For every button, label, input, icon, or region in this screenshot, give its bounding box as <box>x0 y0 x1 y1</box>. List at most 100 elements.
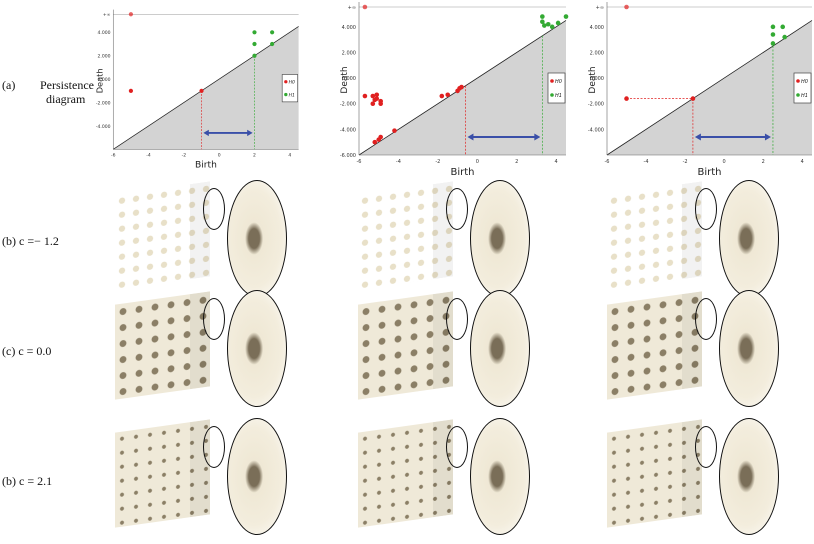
zoom-region-marker <box>695 298 717 340</box>
y-tick-label: 0.000 <box>590 76 604 82</box>
persistence-diagram-2: +∞ 4.000 2.000 0.000 -2.000 -4.000 -6.000-6 -4 -… <box>340 2 569 178</box>
y-tick-label: -4.000 <box>340 127 356 133</box>
h0-point <box>370 93 376 99</box>
legend-h1-label: H1 <box>289 92 295 98</box>
legend-h1-marker <box>284 92 288 97</box>
y-tick-label: -6.000 <box>340 153 356 159</box>
zoom-region-marker <box>203 426 225 468</box>
zoom-region-marker <box>203 298 225 340</box>
x-axis-label: Birth <box>450 167 474 178</box>
row-label-a-text: Persistence diagram <box>40 78 94 106</box>
lattice-cube <box>607 181 702 290</box>
zoom-detail-view <box>470 180 530 297</box>
y-tick-label: -2.000 <box>96 100 111 106</box>
x-tick-label: 0 <box>723 159 726 165</box>
y-tick-label: -4.000 <box>588 127 604 133</box>
h0-point <box>362 93 368 99</box>
y-tick-label: 4.000 <box>342 25 356 31</box>
lattice-cube <box>115 181 210 290</box>
zoom-detail-view <box>719 180 779 297</box>
y-tick-label: 2.000 <box>342 50 356 56</box>
x-tick-label: -2 <box>182 153 187 159</box>
lattice-cube <box>115 419 210 528</box>
structure-render <box>358 180 558 300</box>
zoom-detail-view <box>470 418 530 535</box>
y-tick-label: 0.000 <box>342 76 356 82</box>
h1-point <box>270 30 275 35</box>
x-tick-label: -6 <box>357 159 362 165</box>
y-tick-label: -2.000 <box>588 102 604 108</box>
zoom-detail-view <box>470 290 530 407</box>
x-tick-label: -2 <box>683 159 688 165</box>
h1-point <box>540 14 545 19</box>
structure-render <box>358 290 558 410</box>
h0-point <box>624 96 629 101</box>
h1-point <box>770 41 776 46</box>
h0-point <box>362 4 368 10</box>
structure-render <box>115 290 315 410</box>
zoom-region-marker <box>695 188 717 230</box>
x-tick-label: 0 <box>218 153 221 159</box>
tick-label-inf: +∞ <box>103 12 111 18</box>
x-axis-label: Birth <box>195 161 217 171</box>
zoom-region-marker <box>446 298 468 340</box>
zoom-detail-view <box>719 290 779 407</box>
tick-label-inf: +∞ <box>348 5 356 11</box>
h1-point <box>782 34 787 40</box>
arrow-heads <box>203 129 253 137</box>
zoom-detail-view <box>719 418 779 535</box>
x-tick-label: 4 <box>801 159 804 165</box>
structure-render <box>607 290 807 410</box>
lattice-cube <box>607 291 702 400</box>
x-tick-label: 4 <box>288 153 291 159</box>
structure-render <box>607 180 807 300</box>
h0-point <box>690 96 696 101</box>
zoom-detail-view <box>227 180 287 297</box>
row-label-b: (b) c =− 1.2 <box>2 234 59 248</box>
x-tick-label: -4 <box>396 159 401 165</box>
legend-h1-label: H1 <box>801 93 808 99</box>
h1-point <box>252 53 257 58</box>
tick-label-inf: +∞ <box>596 5 604 11</box>
h0-point <box>128 88 134 93</box>
label-text: Persistence <box>40 78 94 92</box>
x-tick-label: -6 <box>605 159 610 165</box>
h1-point <box>540 19 545 24</box>
structure-render <box>607 418 807 538</box>
x-tick-label: -4 <box>146 153 151 159</box>
zoom-region-marker <box>446 426 468 468</box>
zoom-region-marker <box>203 188 225 230</box>
y-axis-label: Death <box>588 66 598 93</box>
legend-h0-marker <box>796 79 800 83</box>
y-tick-label: 4.000 <box>97 30 110 36</box>
h0-point <box>392 128 397 133</box>
lattice-cube <box>115 291 210 400</box>
lattice-cube <box>607 419 702 528</box>
h1-point <box>545 21 551 27</box>
y-axis-label: Death <box>95 68 104 93</box>
row-label-a: (a) <box>2 78 15 93</box>
y-tick-label: 2.000 <box>590 50 604 56</box>
row-label-d: (b) c = 2.1 <box>2 474 53 488</box>
zoom-detail-view <box>227 290 287 407</box>
h1-point <box>549 24 555 30</box>
zoom-region-marker <box>446 188 468 230</box>
h1-point <box>252 30 257 35</box>
y-tick-label: -4.000 <box>96 124 111 130</box>
h0-point <box>378 134 383 140</box>
h0-point <box>439 93 445 99</box>
y-tick-label: 0.000 <box>97 77 110 83</box>
h1-point <box>542 23 547 28</box>
diagonal-line <box>606 20 813 156</box>
h1-point <box>780 24 786 30</box>
h0-point <box>374 96 380 101</box>
zoom-detail-view <box>227 418 287 535</box>
y-tick-label: -2.000 <box>340 102 356 108</box>
h0-point <box>374 92 380 98</box>
lattice-cube <box>358 419 453 528</box>
row-label-c: (c) c = 0.0 <box>2 344 52 358</box>
label-prefix: (a) <box>2 78 16 92</box>
legend-h1-marker <box>796 93 800 97</box>
legend-h1-marker <box>550 93 554 97</box>
legend-h0-label: H0 <box>555 79 562 85</box>
